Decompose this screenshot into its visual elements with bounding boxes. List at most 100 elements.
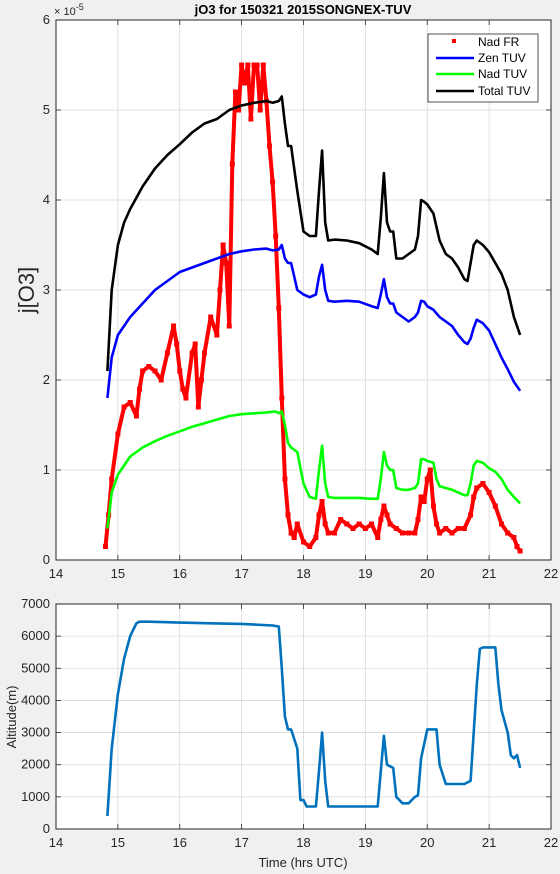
data-point-nad-fr (427, 467, 433, 473)
x-tick-label: 15 (111, 835, 125, 850)
legend-label-zen-tuv: Zen TUV (478, 51, 526, 65)
legend-marker-nad-fr (452, 39, 456, 43)
data-point-nad-fr (121, 404, 127, 410)
x-tick-label: 21 (482, 566, 496, 581)
x-tick-label: 22 (544, 835, 558, 850)
y-tick-label: 3000 (21, 725, 50, 740)
x-tick-label: 21 (482, 835, 496, 850)
data-point-nad-fr (103, 544, 108, 549)
x-tick-label: 18 (296, 566, 310, 581)
data-point-nad-fr (208, 314, 214, 320)
data-point-nad-fr (511, 535, 517, 540)
data-point-nad-fr (443, 526, 449, 531)
data-point-nad-fr (189, 350, 195, 356)
data-point-nad-fr (322, 521, 328, 527)
data-point-nad-fr (421, 499, 427, 504)
top-chart: 14 15 16 17 18 19 20 21 22 0 1 2 3 4 5 6 jO3 for 150321… (14, 2, 558, 581)
data-point-nad-fr (180, 386, 186, 392)
legend-entry-nad-tuv: Nad TUV (436, 67, 527, 81)
series-line-zen-tuv (106, 243, 522, 399)
legend-entry-total-tuv: Total TUV (436, 84, 530, 98)
legend-entry-zen-tuv: Zen TUV (436, 51, 526, 65)
data-point-nad-fr (115, 431, 121, 437)
data-point-nad-fr (276, 305, 282, 311)
data-point-nad-fr (220, 242, 226, 248)
data-point-nad-fr (198, 377, 204, 383)
y-tick-label: 6 (43, 12, 50, 27)
top-plot-lines (103, 62, 523, 554)
series-line-total-tuv (106, 95, 522, 372)
data-point-nad-fr (273, 233, 279, 239)
bottom-plot-lines (106, 620, 522, 817)
data-point-nad-fr (424, 476, 430, 482)
y-exponent-label: × 10-5 (54, 2, 84, 18)
data-point-nad-fr (430, 503, 436, 509)
data-point-nad-fr (331, 530, 337, 536)
data-point-nad-fr (449, 530, 455, 536)
data-point-nad-fr (152, 368, 158, 374)
data-point-nad-fr (468, 512, 474, 518)
data-point-nad-fr (294, 521, 300, 527)
x-tick-label: 16 (173, 566, 187, 581)
x-tick-label: 17 (234, 835, 248, 850)
data-point-nad-fr (514, 544, 520, 549)
x-tick-label: 20 (420, 835, 434, 850)
top-ticks: 14 15 16 17 18 19 20 21 22 0 1 2 3 4 5 6 (43, 12, 558, 581)
data-point-nad-fr (242, 80, 248, 86)
x-tick-label: 17 (234, 566, 248, 581)
bottom-x-axis-label: Time (hrs UTC) (258, 855, 347, 870)
data-point-nad-fr (499, 521, 504, 527)
data-point-nad-fr (282, 476, 288, 482)
data-point-nad-fr (291, 535, 297, 540)
data-point-nad-fr (140, 368, 146, 374)
data-point-nad-fr (229, 161, 235, 167)
data-point-nad-fr (223, 260, 229, 266)
series-line-nad-tuv (106, 410, 522, 529)
data-point-nad-fr (279, 395, 285, 401)
data-point-nad-fr (174, 341, 180, 347)
data-point-nad-fr (474, 485, 480, 491)
series-line-altitude (106, 620, 522, 817)
data-point-nad-fr (517, 548, 523, 554)
data-point-nad-fr (384, 512, 390, 518)
x-tick-label: 22 (544, 566, 558, 581)
data-point-nad-fr (254, 62, 260, 68)
x-tick-label: 16 (173, 835, 187, 850)
bottom-ticks: 14 15 16 17 18 19 20 21 22 0 1000 2000 3000 4000 5000 6… (21, 596, 558, 850)
data-point-nad-fr (232, 89, 238, 95)
data-point-nad-fr (158, 377, 164, 383)
data-point-nad-fr (471, 494, 477, 500)
y-tick-label: 1 (43, 462, 50, 477)
data-point-nad-fr (480, 481, 486, 486)
x-tick-label: 20 (420, 566, 434, 581)
data-point-nad-fr (217, 287, 223, 293)
data-point-nad-fr (164, 350, 170, 356)
data-point-nad-fr (133, 413, 139, 419)
data-point-nad-fr (369, 521, 375, 527)
data-point-nad-fr (214, 332, 220, 338)
data-point-nad-fr (344, 521, 350, 527)
y-tick-label: 4000 (21, 692, 50, 707)
data-point-nad-fr (381, 503, 387, 509)
data-point-nad-fr (236, 107, 242, 113)
y-tick-label: 6000 (21, 628, 50, 643)
data-point-nad-fr (109, 476, 115, 482)
y-tick-label: 0 (43, 552, 50, 567)
x-tick-label: 14 (49, 566, 63, 581)
data-point-nad-fr (356, 521, 362, 527)
data-point-nad-fr (325, 530, 331, 536)
y-exponent-base: × 10 (54, 6, 76, 18)
data-point-nad-fr (307, 544, 313, 549)
data-point-nad-fr (266, 143, 272, 149)
y-tick-label: 5000 (21, 660, 50, 675)
data-point-nad-fr (492, 503, 498, 509)
data-point-nad-fr (192, 341, 198, 347)
data-point-nad-fr (127, 400, 133, 405)
data-point-nad-fr (400, 530, 405, 536)
data-point-nad-fr (248, 116, 254, 122)
data-point-nad-fr (257, 107, 263, 113)
y-tick-label: 1000 (21, 789, 50, 804)
data-point-nad-fr (316, 512, 322, 518)
data-point-nad-fr (146, 364, 152, 369)
data-point-nad-fr (375, 535, 381, 540)
